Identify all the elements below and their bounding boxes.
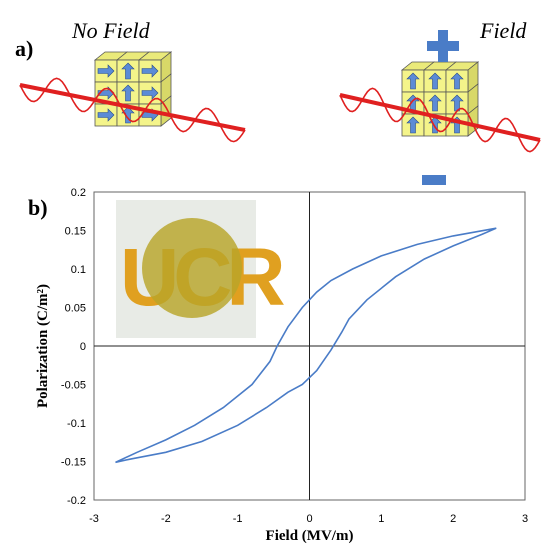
left-dipole-arrow-right <box>97 64 115 78</box>
field-title: Field <box>480 18 527 43</box>
no-field-title: No Field <box>72 18 150 43</box>
y-tick-label: 0 <box>80 341 86 353</box>
unpoled-cube-block <box>93 51 173 127</box>
y-tick-label: 0.1 <box>71 264 86 276</box>
left-beam <box>19 83 246 132</box>
right-beam <box>339 93 541 142</box>
x-tick-label: 0 <box>306 513 312 525</box>
plus-electrode-horizontal <box>427 41 459 51</box>
y-tick-label: 0.05 <box>65 303 86 315</box>
left-dipole-arrow-right <box>141 64 159 78</box>
right-dipole-arrow-up <box>428 94 442 112</box>
y-tick-label: 0.15 <box>65 226 86 238</box>
x-tick-label: -1 <box>233 513 243 525</box>
polarization-diagram <box>19 30 541 185</box>
ucr-sample-photo: UCR <box>116 200 290 338</box>
left-dipole-arrow-up <box>121 62 135 80</box>
poled-cube-block <box>400 61 480 137</box>
y-tick-label: -0.2 <box>67 495 86 507</box>
y-tick-label: -0.1 <box>67 418 86 430</box>
x-tick-label: -3 <box>89 513 99 525</box>
electrodes <box>422 30 459 185</box>
left-dipole-arrow-right <box>141 86 159 100</box>
left-dipole-arrow-right <box>97 108 115 122</box>
panel-a-label: a) <box>15 36 34 61</box>
y-tick-label: -0.05 <box>61 380 86 392</box>
panel-b-label: b) <box>28 195 48 220</box>
hysteresis-loop <box>115 227 497 464</box>
right-dipole-arrow-up <box>406 72 420 90</box>
ferroelectric-disk <box>142 218 242 318</box>
right-dipole-arrow-up <box>406 116 420 134</box>
right-dipole-arrow-up <box>450 72 464 90</box>
left-wave <box>19 77 246 143</box>
x-tick-label: -2 <box>161 513 171 525</box>
y-tick-label: -0.15 <box>61 457 86 469</box>
right-dipole-arrow-up <box>428 72 442 90</box>
minus-electrode <box>422 175 446 185</box>
x-tick-label: 3 <box>522 513 528 525</box>
x-tick-label: 1 <box>378 513 384 525</box>
x-axis-label: Field (MV/m) <box>266 528 354 544</box>
left-dipole-arrow-up <box>121 106 135 124</box>
left-dipole-arrow-up <box>121 84 135 102</box>
y-tick-label: 0.2 <box>71 187 86 199</box>
y-axis-label: Polarization (C/m²) <box>35 284 51 408</box>
right-wave <box>339 87 541 153</box>
x-tick-label: 2 <box>450 513 456 525</box>
